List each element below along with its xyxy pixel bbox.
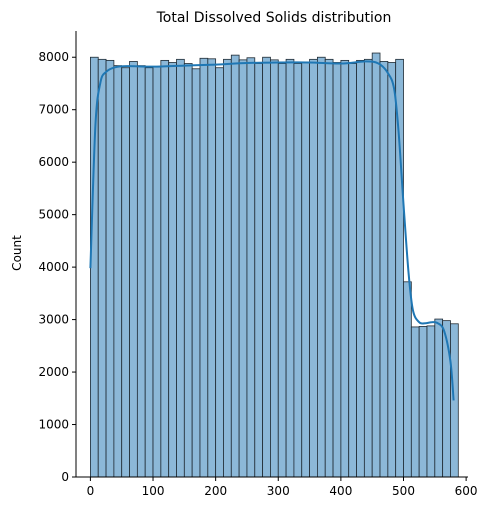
- histogram-bar: [152, 66, 162, 478]
- histogram-bar: [160, 59, 170, 478]
- histogram-bar: [246, 57, 256, 478]
- y-tick-label: 1000: [38, 418, 69, 432]
- y-tick-label: 5000: [38, 208, 69, 222]
- y-tick-label: 8000: [38, 50, 69, 64]
- x-tick-label: 100: [142, 484, 165, 498]
- histogram-bar: [450, 323, 459, 478]
- kde-line: [89, 60, 455, 401]
- histogram-bar: [316, 56, 326, 478]
- histogram-bar: [356, 59, 365, 478]
- histogram-bar: [105, 59, 115, 478]
- histogram-bar: [371, 52, 381, 478]
- histogram-bar: [379, 61, 389, 478]
- histogram-bar: [121, 67, 130, 478]
- histogram-bar: [254, 63, 264, 478]
- histogram-bar: [387, 62, 397, 478]
- x-tick-label: 400: [329, 484, 352, 498]
- histogram-bar: [207, 58, 217, 478]
- x-tick-label: 500: [392, 484, 415, 498]
- histogram-bar: [270, 59, 279, 478]
- histogram-bar: [199, 57, 209, 478]
- histogram-bar: [230, 54, 240, 478]
- histogram-bar: [136, 65, 146, 478]
- histogram-bar: [129, 61, 138, 478]
- histogram-bar: [97, 58, 107, 478]
- x-tick-label: 200: [204, 484, 227, 498]
- histogram-bar: [113, 65, 123, 478]
- y-tick-label: 7000: [38, 103, 69, 117]
- histogram-bar: [363, 58, 373, 478]
- histogram-bar: [262, 56, 271, 478]
- histogram-bar: [403, 281, 412, 478]
- y-tick-label: 4000: [38, 260, 69, 274]
- histogram-bar: [332, 62, 342, 478]
- histogram-bar: [301, 62, 310, 478]
- chart-title: Total Dissolved Solids distribution: [156, 10, 392, 26]
- histogram-bar: [293, 63, 303, 478]
- histogram-bar: [348, 63, 357, 478]
- histogram-bar: [410, 326, 420, 478]
- histogram-bar: [90, 56, 99, 478]
- y-tick-label: 3000: [38, 313, 69, 327]
- histogram-bar: [223, 58, 232, 478]
- histogram-bar: [434, 318, 444, 478]
- x-tick-label: 300: [267, 484, 290, 498]
- histogram-bar: [191, 68, 201, 478]
- histogram-bar: [238, 59, 248, 478]
- histogram-bar: [183, 63, 193, 478]
- histogram-bar: [277, 63, 287, 478]
- histogram-bar: [324, 58, 334, 478]
- axes: 0 1000 2000 3000 4000 5000 6000 7000 8000 0 100 200…: [38, 31, 478, 498]
- histogram-bar: [340, 59, 350, 478]
- histogram-bar: [144, 67, 154, 478]
- y-axis-label: Count: [10, 235, 24, 271]
- histogram-bar: [309, 58, 318, 478]
- histogram-bar: [418, 326, 428, 478]
- histogram-bar: [215, 67, 224, 478]
- histogram-bar: [176, 58, 185, 478]
- bars-group: [90, 52, 459, 478]
- x-tick-label: 0: [87, 484, 95, 498]
- y-tick-label: 6000: [38, 155, 69, 169]
- x-tick-label: 600: [455, 484, 478, 498]
- histogram-bar: [168, 62, 177, 478]
- histogram-bar: [285, 58, 295, 478]
- y-tick-label: 0: [61, 470, 69, 484]
- y-tick-label: 2000: [38, 365, 69, 379]
- histogram-bar: [426, 325, 436, 478]
